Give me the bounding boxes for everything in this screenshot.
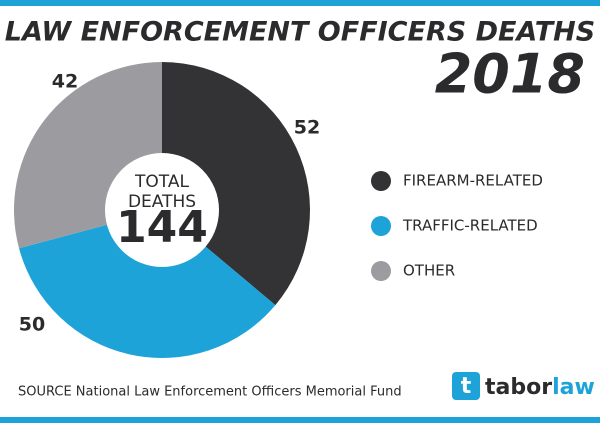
donut-segment (162, 62, 310, 306)
legend-label: TRAFFIC-RELATED (402, 217, 538, 235)
top-bar (0, 0, 600, 6)
bottom-bar (0, 417, 600, 423)
donut-hole (105, 153, 219, 267)
center-label: DEATHS (128, 192, 196, 212)
legend-label: OTHER (403, 262, 455, 280)
logo-suffix: law (552, 375, 595, 400)
legend-swatch (371, 171, 391, 191)
center-label: TOTAL (134, 172, 189, 192)
legend-swatch (371, 216, 391, 236)
value-label: 52 (294, 117, 320, 139)
value-label: 42 (52, 71, 78, 93)
logo-icon: t (461, 374, 472, 399)
logo-text: taborlaw (485, 375, 595, 400)
logo-name: tabor (485, 375, 552, 400)
logo-icon-box (452, 372, 480, 400)
legend-swatch (371, 261, 391, 281)
chart-subtitle: 2018 (435, 43, 585, 106)
source: SOURCE National Law Enforcement Officers… (18, 385, 402, 400)
center-total: 144 (116, 202, 208, 253)
value-label: 50 (19, 314, 45, 336)
legend-label: FIREARM-RELATED (403, 172, 543, 190)
chart-title: LAW ENFORCEMENT OFFICERS DEATHS (5, 17, 595, 48)
donut-segment (19, 210, 276, 358)
